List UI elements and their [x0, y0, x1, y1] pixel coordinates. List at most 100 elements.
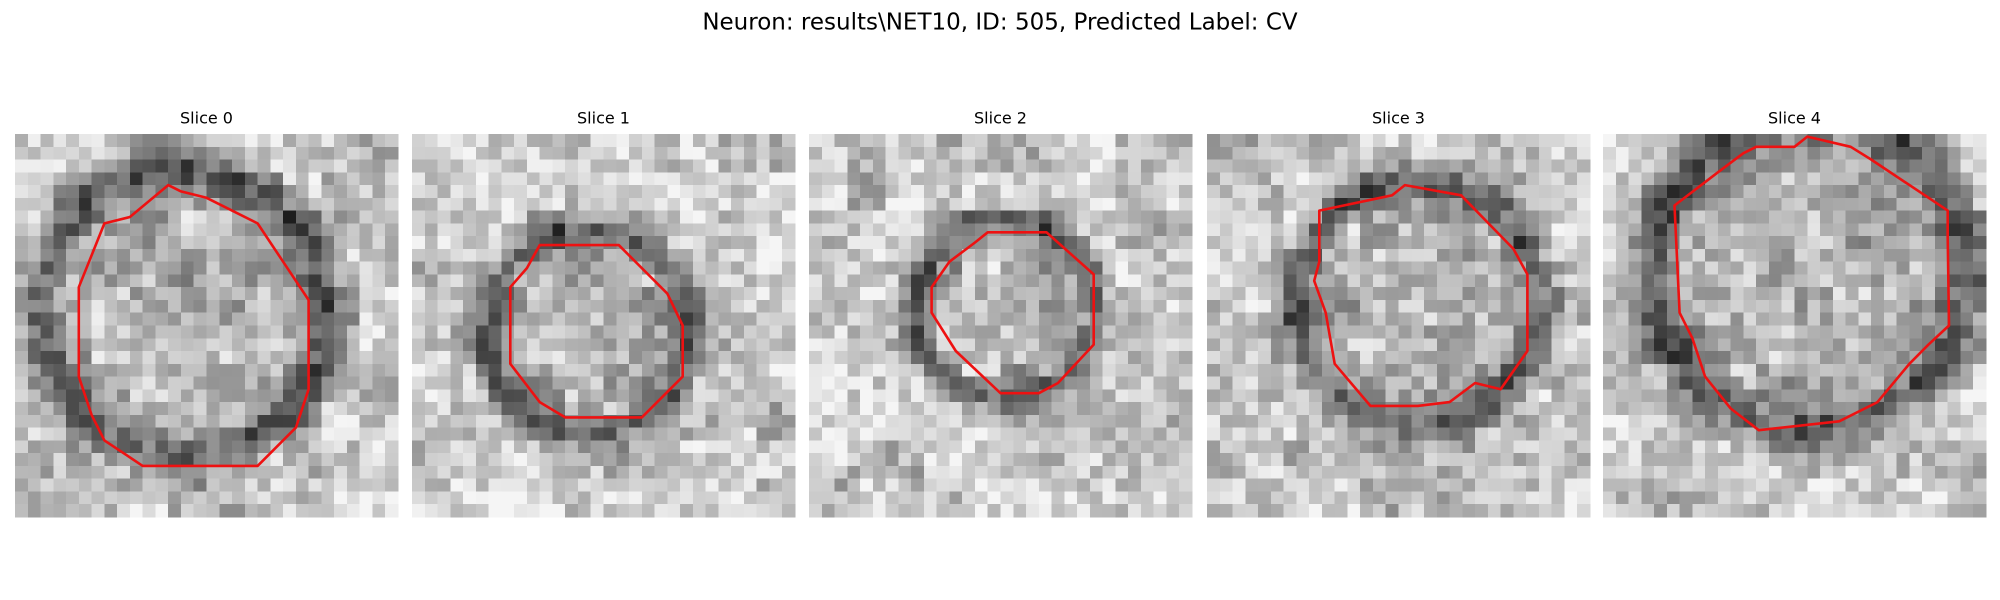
- pixel: [1896, 159, 1910, 173]
- pixel: [769, 504, 783, 518]
- pixel: [334, 389, 348, 403]
- pixel: [450, 299, 464, 314]
- pixel: [1513, 414, 1527, 429]
- pixel: [577, 134, 592, 148]
- pixel: [680, 159, 694, 173]
- pixel: [923, 146, 938, 161]
- pixel: [142, 172, 156, 186]
- pixel: [1909, 299, 1923, 314]
- pixel: [475, 389, 490, 403]
- pixel: [860, 325, 874, 339]
- pixel: [475, 363, 490, 378]
- pixel: [168, 210, 182, 224]
- pixel: [1730, 299, 1744, 314]
- pixel: [1321, 453, 1336, 467]
- pixel: [1845, 236, 1859, 250]
- pixel: [1296, 223, 1310, 237]
- pixel: [334, 376, 348, 390]
- pixel: [193, 325, 207, 339]
- pixel: [206, 402, 220, 416]
- pixel: [1730, 274, 1744, 288]
- pixel: [463, 402, 477, 416]
- pixel: [295, 491, 310, 505]
- pixel: [1909, 261, 1923, 275]
- pixel: [53, 134, 67, 148]
- pixel: [577, 223, 592, 237]
- pixel: [1768, 236, 1783, 250]
- pixel: [1832, 146, 1847, 161]
- pixel: [129, 427, 144, 441]
- pixel: [1064, 427, 1078, 441]
- pixel: [1436, 389, 1451, 403]
- pixel: [412, 465, 426, 480]
- pixel: [372, 299, 386, 314]
- pixel: [1832, 248, 1847, 263]
- pixel: [731, 414, 745, 429]
- pixel: [1283, 478, 1297, 492]
- pixel: [834, 465, 848, 480]
- pixel: [692, 338, 707, 352]
- pixel: [1666, 338, 1681, 352]
- pixel: [629, 197, 643, 212]
- pixel: [1794, 287, 1808, 301]
- pixel: [117, 478, 131, 492]
- pixel: [769, 146, 783, 161]
- pixel: [359, 274, 373, 288]
- pixel: [1232, 504, 1246, 518]
- pixel: [1551, 261, 1565, 275]
- pixel: [1692, 478, 1706, 492]
- pixel: [809, 376, 823, 390]
- pixel: [424, 159, 439, 173]
- pixel: [1064, 159, 1078, 173]
- pixel: [821, 465, 836, 480]
- pixel: [654, 465, 668, 480]
- pixel: [129, 491, 144, 505]
- pixel: [667, 440, 681, 454]
- pixel: [1666, 325, 1681, 339]
- pixel: [743, 146, 758, 161]
- pixel: [1102, 325, 1116, 339]
- pixel: [244, 427, 259, 441]
- pixel: [193, 197, 207, 212]
- pixel: [1858, 389, 1872, 403]
- pixel: [412, 491, 426, 505]
- pixel: [782, 287, 796, 301]
- pixel: [1487, 274, 1502, 288]
- pixel: [155, 453, 169, 467]
- pixel: [1309, 172, 1323, 186]
- pixel: [834, 197, 848, 212]
- pixel: [1973, 248, 1987, 263]
- pixel: [1909, 376, 1923, 390]
- pixel: [872, 146, 887, 161]
- pixel: [1973, 402, 1987, 416]
- pixel: [437, 427, 451, 441]
- pixel: [1526, 389, 1540, 403]
- pixel: [1564, 325, 1578, 339]
- pixel: [1526, 453, 1540, 467]
- pixel: [1883, 402, 1898, 416]
- pixel: [1128, 389, 1142, 403]
- pixel: [206, 504, 220, 518]
- pixel: [475, 338, 490, 352]
- pixel: [1051, 402, 1065, 416]
- pixel: [1038, 146, 1053, 161]
- pixel: [743, 197, 758, 212]
- pixel: [1026, 504, 1040, 518]
- pixel: [743, 274, 758, 288]
- pixel: [412, 287, 426, 301]
- pixel: [731, 478, 745, 492]
- pixel: [1321, 465, 1336, 480]
- pixel: [1654, 402, 1668, 416]
- pixel: [1692, 134, 1706, 148]
- pixel: [463, 414, 477, 429]
- pixel: [743, 491, 758, 505]
- pixel: [1089, 440, 1104, 454]
- pixel: [565, 223, 579, 237]
- pixel: [308, 236, 322, 250]
- pixel: [91, 261, 105, 275]
- pixel: [1140, 389, 1155, 403]
- pixel: [155, 223, 169, 237]
- pixel: [1424, 478, 1438, 492]
- pixel: [180, 134, 195, 148]
- pixel: [539, 465, 553, 480]
